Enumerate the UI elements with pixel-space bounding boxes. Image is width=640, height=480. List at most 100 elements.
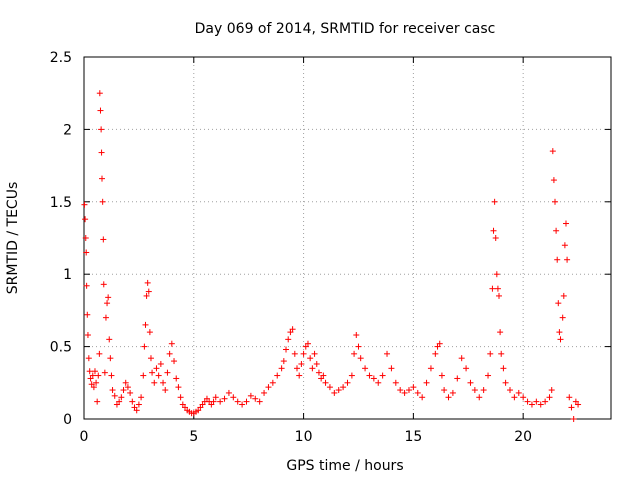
data-point <box>146 329 153 336</box>
chart-title: Day 069 of 2014, SRMTID for receiver cas… <box>195 21 496 37</box>
data-point <box>384 350 391 357</box>
data-point <box>500 365 507 372</box>
data-point <box>243 398 250 405</box>
data-point <box>217 398 224 405</box>
data-point <box>557 336 564 343</box>
data-point <box>564 256 571 263</box>
data-point <box>81 201 88 208</box>
data-point <box>155 372 162 379</box>
data-point <box>552 198 559 205</box>
data-point <box>375 379 382 386</box>
data-point <box>463 365 470 372</box>
data-point <box>320 372 327 379</box>
data-point <box>340 384 347 391</box>
data-point <box>173 375 180 382</box>
data-point <box>261 389 268 396</box>
data-point <box>546 394 553 401</box>
data-point <box>366 372 373 379</box>
data-point <box>124 384 131 391</box>
data-point <box>83 249 90 256</box>
x-tick-label: 0 <box>80 429 89 445</box>
data-point <box>553 227 560 234</box>
data-point <box>467 379 474 386</box>
data-point <box>300 350 307 357</box>
grid <box>84 57 611 419</box>
data-point <box>436 340 443 347</box>
data-point <box>458 355 465 362</box>
data-point <box>116 398 123 405</box>
data-point <box>575 401 582 408</box>
data-point <box>335 387 342 394</box>
x-axis-label: GPS time / hours <box>286 458 403 474</box>
data-point <box>289 326 296 333</box>
data-point <box>556 329 563 336</box>
y-tick-label: 0 <box>63 412 72 428</box>
data-point <box>106 336 113 343</box>
data-point <box>427 365 434 372</box>
data-point <box>560 292 567 299</box>
data-point <box>85 355 92 362</box>
data-point <box>96 90 103 97</box>
data-points <box>81 90 582 422</box>
y-tick-label: 2 <box>63 122 72 138</box>
data-point <box>145 288 152 295</box>
data-point <box>171 358 178 365</box>
x-tick-label: 10 <box>295 429 313 445</box>
data-point <box>93 379 100 386</box>
data-point <box>528 401 535 408</box>
data-point <box>100 281 107 288</box>
data-point <box>149 369 156 376</box>
data-point <box>175 384 182 391</box>
data-point <box>353 332 360 339</box>
data-point <box>269 379 276 386</box>
data-point <box>109 387 116 394</box>
data-point <box>160 379 167 386</box>
data-point <box>247 392 254 399</box>
y-tick-label: 1 <box>63 267 72 283</box>
data-point <box>98 126 105 133</box>
data-point <box>550 177 557 184</box>
data-point <box>533 398 540 405</box>
data-point <box>177 394 184 401</box>
data-point <box>485 372 492 379</box>
data-point <box>293 365 300 372</box>
data-point <box>357 355 364 362</box>
data-point <box>91 368 98 375</box>
data-point <box>370 375 377 382</box>
data-point <box>414 389 421 396</box>
data-point <box>274 372 281 379</box>
data-point <box>405 387 412 394</box>
data-point <box>296 372 303 379</box>
data-point <box>168 340 175 347</box>
data-point <box>423 379 430 386</box>
data-point <box>498 350 505 357</box>
data-point <box>559 314 566 321</box>
data-point <box>157 360 164 367</box>
data-point <box>111 392 118 399</box>
data-point <box>84 311 91 318</box>
data-point <box>502 379 509 386</box>
data-point <box>256 398 263 405</box>
data-point <box>99 198 106 205</box>
data-point <box>90 384 97 391</box>
data-point <box>515 389 522 396</box>
y-axis: 0 0.5 1 1.5 2 2.5 <box>50 50 611 428</box>
data-point <box>143 292 150 299</box>
y-tick-label: 1.5 <box>50 195 72 211</box>
data-point <box>265 384 272 391</box>
data-point <box>471 387 478 394</box>
data-point <box>230 394 237 401</box>
data-point <box>142 321 149 328</box>
data-point <box>82 235 89 241</box>
data-point <box>162 387 169 394</box>
data-point <box>490 227 497 234</box>
data-point <box>307 355 314 362</box>
data-point <box>147 355 154 362</box>
data-point <box>454 375 461 382</box>
data-point <box>96 350 103 357</box>
data-point <box>562 220 569 227</box>
data-point <box>298 360 305 367</box>
data-point <box>118 394 125 401</box>
data-point <box>493 271 500 278</box>
data-point <box>449 389 456 396</box>
